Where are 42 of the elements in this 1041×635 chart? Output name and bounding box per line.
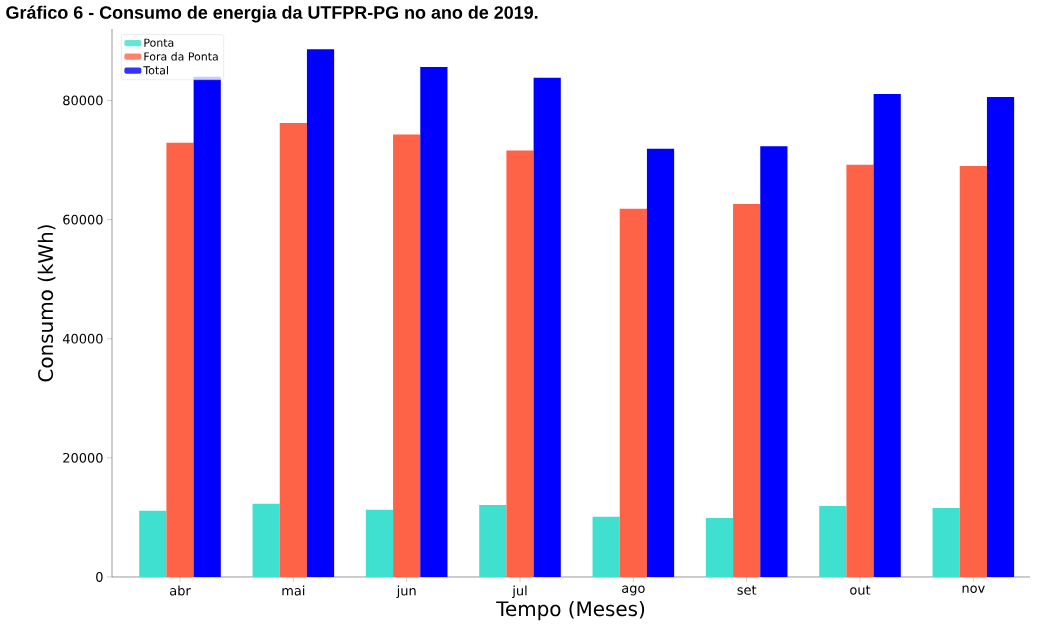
legend-label: Fora da Ponta [144,52,218,61]
bar [959,165,987,577]
bar [306,49,335,577]
bar [986,96,1015,577]
bar [365,509,394,577]
bar [393,134,421,577]
bar [506,150,534,577]
x-tick-label: out [850,585,871,595]
bar [846,164,874,577]
bar [932,507,960,577]
x-tick-label: nov [962,585,985,593]
y-tick-label: 0 [96,572,103,582]
x-tick-label: jul [512,585,527,599]
bar [252,503,280,577]
y-tick-label: 60000 [63,214,103,225]
x-tick-label: mai [282,585,305,596]
x-tick-label: abr [170,585,191,596]
bar [705,518,734,577]
bar [166,142,194,577]
y-axis-title: Consumo (kWh) [37,225,56,382]
bar [619,208,647,577]
x-axis-title: Tempo (Meses) [496,600,645,621]
bar [733,204,761,577]
legend-label: Total [143,65,168,75]
chart-title: Gráfico 6 - Consumo de energia da UTFPR-PG no ano de 2019. [6,5,538,23]
y-tick-label: 20000 [63,452,103,463]
bar [873,93,901,577]
bar [420,67,448,577]
x-tick-label: set [737,585,757,595]
legend-label: Ponta [144,38,174,47]
bar [279,123,307,577]
bar [760,146,788,577]
bar [533,77,561,577]
bar [479,504,507,577]
y-tick-label: 80000 [63,95,103,106]
x-tick-label: jun [396,585,416,599]
bar [646,148,675,577]
bar [592,516,620,577]
y-tick-label: 40000 [62,333,103,344]
bar [139,510,167,577]
x-tick-label: ago [622,585,645,596]
bar [819,506,847,577]
